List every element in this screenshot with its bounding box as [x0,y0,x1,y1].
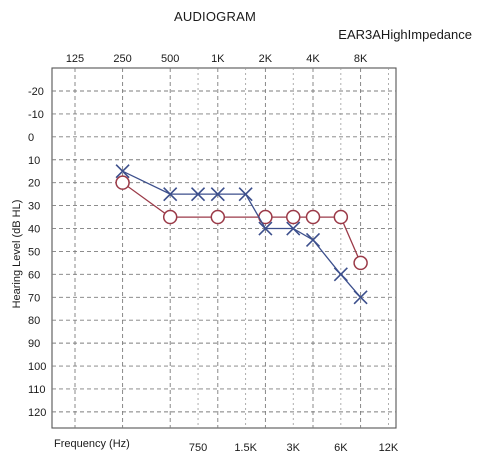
y-tick-label: 10 [28,155,40,167]
y-tick-label: 110 [28,384,46,396]
y-tick-label: 20 [28,178,40,190]
x-bottom-tick-label: 6K [334,442,348,454]
circle-marker [210,209,226,225]
x-marker-stroke [286,221,301,236]
x-bottom-tick-label: 1.5K [234,442,257,454]
x-marker-stroke [258,221,273,236]
x-marker-stroke [163,187,178,202]
circle-marker [285,209,301,225]
y-tick-label: 50 [28,246,40,258]
x-marker-stroke [115,164,130,179]
x-marker-stroke [210,187,225,202]
x-marker [286,221,301,236]
x-top-tick-label: 125 [66,53,84,65]
series-line [122,170,362,298]
y-tick-label: 80 [28,315,40,327]
x-marker [163,187,178,202]
x-marker [258,221,273,236]
data-series [115,164,368,305]
circle-marker [162,209,178,225]
y-tick-label: 0 [28,132,34,144]
x-bottom-tick-label: 750 [189,442,207,454]
x-bottom-tick-label: 3K [287,442,301,454]
x-marker-stroke [190,187,206,202]
plot-frame [51,67,397,429]
x-marker-stroke [305,232,321,248]
x-marker [305,232,321,248]
x-marker-stroke [353,290,368,305]
circle-marker [305,209,321,225]
x-top-tick-label: 1K [211,53,225,65]
y-tick-label: 40 [28,224,40,236]
grid [51,67,397,429]
x-bottom-tick-label: 12K [379,442,399,454]
x-top-tick-label: 8K [354,53,368,65]
y-tick-label: 60 [28,269,40,281]
y-axis-label: Hearing Level (dB HL) [11,200,23,309]
x-marker [238,187,253,202]
circle-marker [333,209,349,225]
y-tick-label: -10 [28,109,44,121]
x-top-tick-label: 2K [259,53,273,65]
x-top-tick-label: 250 [113,53,131,65]
chart-title: AUDIOGRAM [174,9,256,24]
y-tick-label: 30 [28,201,40,213]
y-tick-label: 100 [28,361,46,373]
x-marker-stroke [238,187,253,202]
x-marker [353,290,368,305]
x-marker [115,164,130,179]
x-marker [210,187,225,202]
x-marker [333,267,348,282]
x-top-tick-label: 500 [161,53,179,65]
axis-ticks: -20 -10 0 10 20 30 40 50 60 70 80 90 100 110 120 125 250… [28,53,399,454]
x-marker-stroke [333,267,348,282]
y-tick-label: 70 [28,292,40,304]
y-tick-label: 90 [28,338,40,350]
circle-marker [115,175,130,190]
x-marker [190,187,206,202]
y-tick-label: 120 [28,407,46,419]
y-tick-label: -20 [28,86,44,98]
chart-subtitle: EAR3AHighImpedance [338,27,472,42]
x-top-tick-label: 4K [306,53,320,65]
circle-marker [353,255,368,271]
x-axis-label: Frequency (Hz) [54,438,130,450]
